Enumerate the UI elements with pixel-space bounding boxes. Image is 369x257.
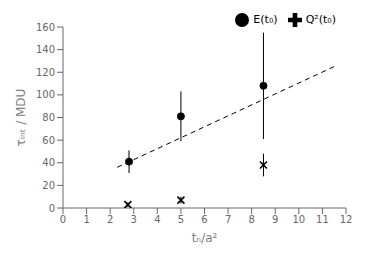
svg-text:7: 7 (225, 214, 231, 225)
svg-text:0: 0 (49, 203, 55, 214)
svg-text:3: 3 (131, 214, 137, 225)
html-text:Q²(t₀): Q²(t₀) (305, 13, 336, 26)
svg-text:0: 0 (60, 214, 66, 225)
svg-text:8: 8 (248, 214, 254, 225)
svg-text:120: 120 (36, 67, 55, 78)
svg-text:5: 5 (178, 214, 184, 225)
svg-text:τᵢₙₜ / MDU: τᵢₙₜ / MDU (14, 89, 28, 147)
svg-text:tₙ/a²: tₙ/a² (192, 231, 218, 245)
svg-text:140: 140 (36, 44, 55, 55)
svg-text:2: 2 (107, 214, 113, 225)
svg-text:12: 12 (340, 214, 353, 225)
svg-text:10: 10 (292, 214, 305, 225)
svg-text:40: 40 (42, 157, 55, 168)
svg-text:80: 80 (42, 112, 55, 123)
html-text:E(t₀): E(t₀) (253, 13, 278, 26)
svg-text:6: 6 (201, 214, 207, 225)
svg-text:9: 9 (272, 214, 278, 225)
svg-text:11: 11 (316, 214, 329, 225)
svg-text:160: 160 (36, 22, 55, 33)
svg-text:60: 60 (42, 135, 55, 146)
svg-text:20: 20 (42, 180, 55, 191)
svg-text:100: 100 (36, 89, 55, 100)
svg-text:4: 4 (154, 214, 160, 225)
svg-text:1: 1 (83, 214, 89, 225)
